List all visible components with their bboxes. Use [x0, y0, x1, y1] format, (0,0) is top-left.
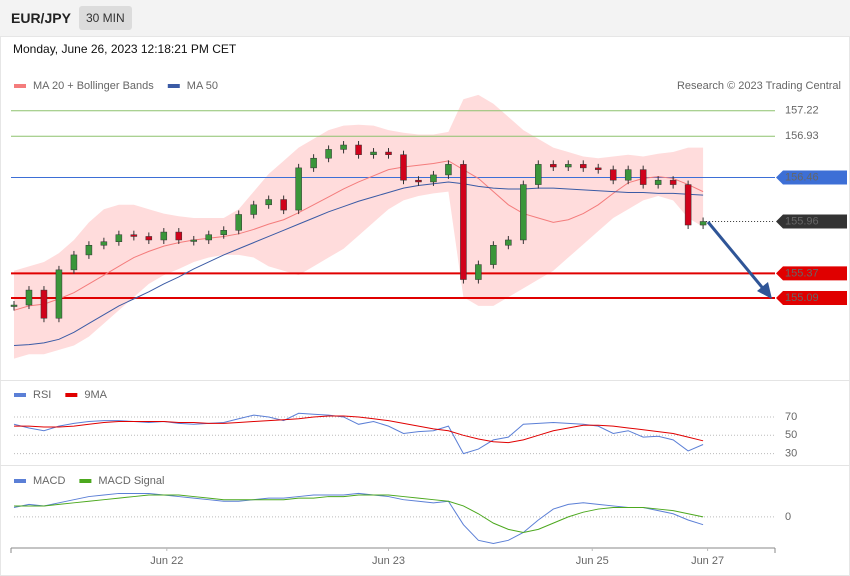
legend-label: MACD Signal	[98, 475, 164, 487]
price-label: 156.46	[785, 171, 819, 183]
x-tick-label: Jun 22	[150, 555, 183, 567]
candle	[505, 239, 512, 246]
candle	[624, 169, 632, 181]
price-label: 157.22	[785, 105, 819, 117]
candle	[430, 174, 437, 183]
legend-swatch	[167, 84, 180, 88]
price-label: 156.93	[785, 130, 819, 142]
candle	[145, 236, 153, 241]
candle	[235, 214, 242, 231]
credit: Research © 2023 Trading Central	[677, 80, 841, 92]
y-tick-label: 30	[785, 448, 797, 460]
candle	[639, 169, 647, 185]
price-label-box	[776, 214, 847, 229]
candle	[684, 184, 692, 226]
symbol: EUR/JPY	[11, 10, 71, 26]
candle	[325, 149, 332, 159]
price-label-box	[776, 266, 847, 281]
price-label: 155.09	[785, 292, 819, 304]
legend-label: MA 50	[187, 80, 218, 92]
candle	[70, 254, 78, 271]
price-label-box	[776, 290, 847, 305]
y-tick-label: 0	[785, 511, 791, 523]
arrow-head	[757, 282, 772, 299]
candle	[160, 231, 168, 241]
candle	[130, 234, 138, 237]
legend-swatch	[65, 393, 78, 397]
candle	[550, 164, 557, 168]
legend-swatch	[79, 479, 92, 483]
candle	[10, 304, 18, 307]
candle	[370, 151, 377, 155]
series-line	[13, 160, 704, 311]
legend-label: RSI	[33, 389, 51, 401]
candle	[250, 204, 257, 215]
candle	[295, 167, 302, 211]
candle	[85, 244, 93, 256]
candle	[520, 184, 527, 241]
candle	[40, 289, 48, 319]
candle	[490, 244, 497, 265]
candle	[175, 231, 183, 241]
legend-swatch	[14, 84, 26, 88]
legend-label: 9MA	[84, 389, 107, 401]
candle	[460, 164, 467, 280]
candle	[535, 164, 542, 185]
candle	[565, 164, 572, 168]
candle	[310, 157, 317, 169]
x-tick-label: Jun 25	[576, 555, 609, 567]
series-line	[13, 412, 704, 455]
candle	[205, 234, 212, 241]
candle	[280, 199, 287, 211]
legend-swatch	[14, 479, 26, 483]
x-tick-label: Jun 23	[372, 555, 405, 567]
candle	[699, 221, 707, 226]
series-line	[14, 415, 704, 444]
series-line	[13, 492, 704, 544]
header-bar: EUR/JPY 30 MIN	[0, 0, 850, 36]
legend-label: MA 20 + Bollinger Bands	[33, 80, 154, 92]
candle	[25, 289, 33, 306]
y-tick-label: 70	[785, 411, 797, 423]
candle	[400, 154, 407, 181]
candle	[100, 241, 108, 246]
candle	[669, 179, 677, 185]
bollinger-band	[14, 94, 704, 359]
candle	[594, 167, 602, 170]
series-line	[13, 181, 704, 346]
datetime: Monday, June 26, 2023 12:18:21 PM CET	[13, 42, 237, 56]
candle	[385, 151, 392, 155]
interval-button[interactable]: 30 MIN	[79, 6, 132, 30]
candle	[115, 234, 123, 242]
series-line	[14, 494, 704, 534]
candle	[190, 239, 198, 242]
candle	[220, 230, 227, 235]
frame	[0, 36, 850, 576]
candle	[265, 199, 272, 206]
legend-swatch	[14, 393, 26, 397]
x-tick-label: Jun 27	[691, 555, 724, 567]
candle	[654, 179, 662, 185]
candle	[445, 164, 452, 176]
candle	[475, 264, 482, 280]
candle	[415, 179, 422, 183]
price-label: 155.96	[785, 215, 819, 227]
candle	[340, 144, 347, 150]
arrow-shaft	[706, 221, 768, 293]
legend-label: MACD	[33, 475, 65, 487]
y-tick-label: 50	[785, 429, 797, 441]
price-label-box	[776, 170, 847, 185]
candle	[609, 169, 617, 181]
price-label: 155.37	[785, 267, 819, 279]
candle	[580, 164, 587, 169]
candle	[55, 269, 63, 319]
candle	[355, 144, 362, 155]
forecast-arrow	[706, 221, 772, 299]
